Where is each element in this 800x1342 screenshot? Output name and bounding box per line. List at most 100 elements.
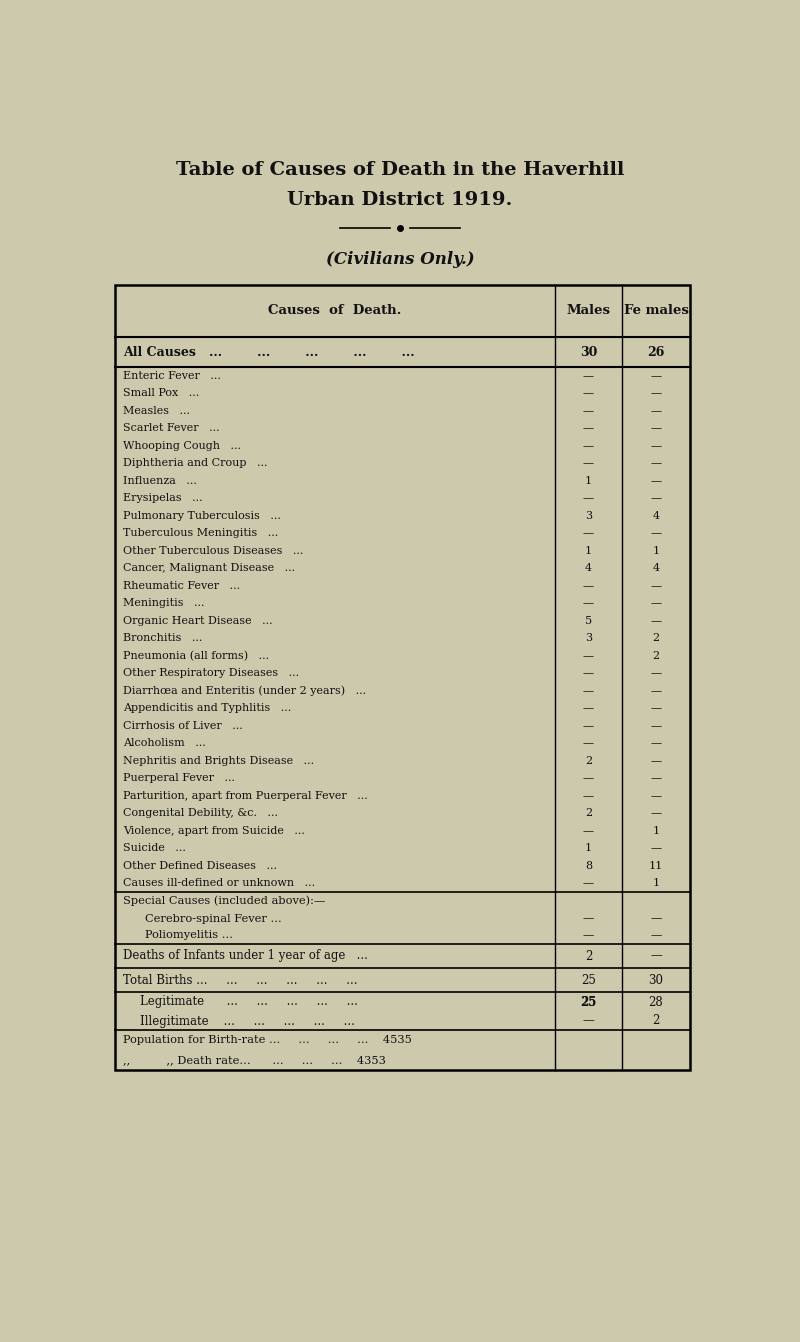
Text: —: — (583, 738, 594, 749)
Text: Deaths of Infants under 1 year of age   ...: Deaths of Infants under 1 year of age ..… (123, 950, 368, 962)
Text: 1: 1 (585, 476, 592, 486)
Text: 1: 1 (585, 843, 592, 854)
Text: —: — (650, 388, 662, 399)
Text: —: — (650, 756, 662, 766)
Text: —: — (583, 651, 594, 660)
Text: 25: 25 (581, 973, 596, 986)
Text: —: — (650, 790, 662, 801)
Text: Cerebro-spinal Fever ...: Cerebro-spinal Fever ... (145, 914, 282, 923)
Text: Legitimate      ...     ...     ...     ...     ...: Legitimate ... ... ... ... ... (140, 996, 358, 1008)
Text: —: — (583, 494, 594, 503)
Text: —: — (583, 825, 594, 836)
Text: Nephritis and Brights Disease   ...: Nephritis and Brights Disease ... (123, 756, 314, 766)
Text: —: — (583, 423, 594, 433)
Text: Enteric Fever   ...: Enteric Fever ... (123, 370, 221, 381)
Text: 4: 4 (653, 511, 659, 521)
Text: ,,          ,, Death rate...      ...     ...     ...    4353: ,, ,, Death rate... ... ... ... 4353 (123, 1055, 386, 1066)
Text: Population for Birth-rate ...     ...     ...     ...    4535: Population for Birth-rate ... ... ... ..… (123, 1035, 412, 1045)
Text: Puerperal Fever   ...: Puerperal Fever ... (123, 773, 235, 784)
Text: Illegitimate    ...     ...     ...     ...     ...: Illegitimate ... ... ... ... ... (140, 1015, 355, 1028)
Text: 28: 28 (649, 996, 663, 1008)
Text: —: — (583, 529, 594, 538)
Text: 8: 8 (585, 860, 592, 871)
Text: Meningitis   ...: Meningitis ... (123, 599, 205, 608)
Text: 25: 25 (580, 996, 597, 1008)
Text: 2: 2 (653, 651, 659, 660)
Text: —: — (650, 738, 662, 749)
Text: 26: 26 (647, 345, 665, 358)
Text: Cirrhosis of Liver   ...: Cirrhosis of Liver ... (123, 721, 242, 731)
Text: Erysipelas   ...: Erysipelas ... (123, 494, 202, 503)
Text: —: — (583, 599, 594, 608)
Text: Parturition, apart from Puerperal Fever   ...: Parturition, apart from Puerperal Fever … (123, 790, 368, 801)
Text: 30: 30 (649, 973, 663, 986)
Text: —: — (583, 388, 594, 399)
Text: —: — (582, 1015, 594, 1028)
Text: —: — (583, 721, 594, 731)
Text: Cancer, Malignant Disease   ...: Cancer, Malignant Disease ... (123, 564, 295, 573)
Text: 3: 3 (585, 511, 592, 521)
Text: 4: 4 (653, 564, 659, 573)
Text: 2: 2 (585, 808, 592, 819)
Text: Diphtheria and Croup   ...: Diphtheria and Croup ... (123, 458, 267, 468)
Text: Fe males: Fe males (623, 305, 689, 318)
Text: Small Pox   ...: Small Pox ... (123, 388, 199, 399)
Text: Table of Causes of Death in the Haverhill: Table of Causes of Death in the Haverhil… (176, 161, 624, 178)
Text: —: — (583, 790, 594, 801)
Text: 2: 2 (653, 633, 659, 643)
Text: 1: 1 (653, 878, 659, 888)
Text: All Causes   ...        ...        ...        ...        ...: All Causes ... ... ... ... ... (123, 345, 414, 358)
Text: 25: 25 (581, 996, 596, 1008)
Text: Suicide   ...: Suicide ... (123, 843, 186, 854)
Text: —: — (583, 440, 594, 451)
Text: Causes ill-defined or unknown   ...: Causes ill-defined or unknown ... (123, 878, 315, 888)
Text: —: — (650, 843, 662, 854)
Text: —: — (583, 773, 594, 784)
Text: Rheumatic Fever   ...: Rheumatic Fever ... (123, 581, 240, 590)
Text: —: — (583, 703, 594, 713)
Text: Influenza   ...: Influenza ... (123, 476, 197, 486)
Text: Poliomyelitis ...: Poliomyelitis ... (145, 930, 233, 941)
Text: Other Tuberculous Diseases   ...: Other Tuberculous Diseases ... (123, 546, 303, 556)
Text: Whooping Cough   ...: Whooping Cough ... (123, 440, 241, 451)
Text: —: — (650, 440, 662, 451)
Text: Special Causes (included above):—: Special Causes (included above):— (123, 895, 326, 906)
Text: Urban District 1919.: Urban District 1919. (287, 191, 513, 209)
Text: —: — (650, 616, 662, 625)
Text: Causes  of  Death.: Causes of Death. (268, 305, 402, 318)
Text: 30: 30 (580, 345, 597, 358)
Text: Diarrhœa and Enteritis (under 2 years)   ...: Diarrhœa and Enteritis (under 2 years) .… (123, 686, 366, 696)
Text: 3: 3 (585, 633, 592, 643)
Text: 2: 2 (585, 756, 592, 766)
Text: 4: 4 (585, 564, 592, 573)
Bar (115, 285, 690, 1070)
Text: —: — (583, 668, 594, 678)
Text: 1: 1 (585, 546, 592, 556)
Text: —: — (650, 808, 662, 819)
Text: —: — (650, 529, 662, 538)
Text: Alcoholism   ...: Alcoholism ... (123, 738, 206, 749)
Text: Tuberculous Meningitis   ...: Tuberculous Meningitis ... (123, 529, 278, 538)
Text: Appendicitis and Typhlitis   ...: Appendicitis and Typhlitis ... (123, 703, 291, 713)
Text: 1: 1 (653, 546, 659, 556)
Text: —: — (650, 405, 662, 416)
Text: —: — (583, 581, 594, 590)
Text: —: — (650, 476, 662, 486)
Text: —: — (583, 930, 594, 941)
Text: —: — (650, 703, 662, 713)
Text: —: — (650, 599, 662, 608)
Text: —: — (650, 494, 662, 503)
Text: —: — (583, 914, 594, 923)
Text: —: — (650, 773, 662, 784)
Text: Other Respiratory Diseases   ...: Other Respiratory Diseases ... (123, 668, 299, 678)
Text: 2: 2 (585, 950, 592, 962)
Text: —: — (583, 405, 594, 416)
Text: —: — (583, 370, 594, 381)
Text: —: — (650, 370, 662, 381)
Text: —: — (650, 668, 662, 678)
Text: Congenital Debility, &c.   ...: Congenital Debility, &c. ... (123, 808, 278, 819)
Text: —: — (650, 686, 662, 695)
Text: 1: 1 (653, 825, 659, 836)
Text: 2: 2 (652, 1015, 660, 1028)
Text: Pulmonary Tuberculosis   ...: Pulmonary Tuberculosis ... (123, 511, 281, 521)
